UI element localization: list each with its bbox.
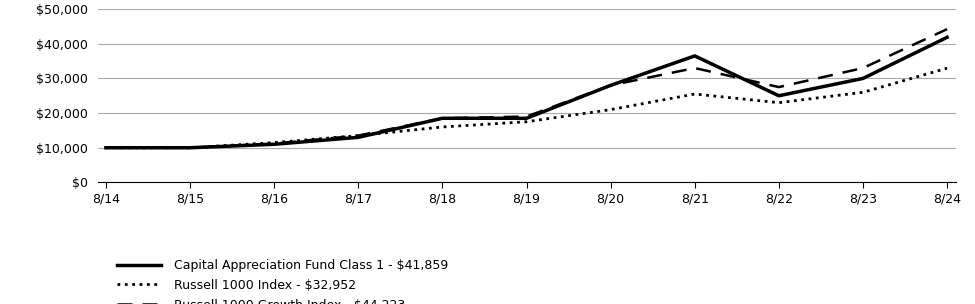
Capital Appreciation Fund Class 1 - $41,859 <box>604 84 616 87</box>
Capital Appreciation Fund Class 1 - $41,859 <box>941 36 953 39</box>
Russell 1000 Index - $32,952 <box>857 91 869 94</box>
Line: Russell 1000 Growth Index - $44,223: Russell 1000 Growth Index - $44,223 <box>106 29 947 148</box>
Russell 1000 Growth Index - $44,223 <box>604 84 616 87</box>
Russell 1000 Growth Index - $44,223 <box>352 134 364 137</box>
Line: Russell 1000 Index - $32,952: Russell 1000 Index - $32,952 <box>106 68 947 148</box>
Capital Appreciation Fund Class 1 - $41,859 <box>268 143 280 146</box>
Capital Appreciation Fund Class 1 - $41,859 <box>689 54 701 58</box>
Russell 1000 Index - $32,952 <box>100 146 112 150</box>
Russell 1000 Growth Index - $44,223 <box>941 27 953 31</box>
Russell 1000 Growth Index - $44,223 <box>521 115 532 118</box>
Russell 1000 Index - $32,952 <box>184 146 196 150</box>
Legend: Capital Appreciation Fund Class 1 - $41,859, Russell 1000 Index - $32,952, Russe: Capital Appreciation Fund Class 1 - $41,… <box>112 254 452 304</box>
Russell 1000 Index - $32,952 <box>604 108 616 112</box>
Line: Capital Appreciation Fund Class 1 - $41,859: Capital Appreciation Fund Class 1 - $41,… <box>106 37 947 148</box>
Capital Appreciation Fund Class 1 - $41,859 <box>857 77 869 80</box>
Russell 1000 Index - $32,952 <box>268 141 280 144</box>
Russell 1000 Index - $32,952 <box>437 125 448 129</box>
Capital Appreciation Fund Class 1 - $41,859 <box>437 116 448 120</box>
Russell 1000 Growth Index - $44,223 <box>100 146 112 150</box>
Russell 1000 Growth Index - $44,223 <box>773 85 785 89</box>
Russell 1000 Growth Index - $44,223 <box>857 66 869 70</box>
Capital Appreciation Fund Class 1 - $41,859 <box>352 136 364 139</box>
Russell 1000 Index - $32,952 <box>521 120 532 124</box>
Russell 1000 Index - $32,952 <box>941 66 953 70</box>
Russell 1000 Index - $32,952 <box>352 134 364 137</box>
Russell 1000 Index - $32,952 <box>773 101 785 105</box>
Russell 1000 Index - $32,952 <box>689 92 701 96</box>
Capital Appreciation Fund Class 1 - $41,859 <box>100 146 112 150</box>
Russell 1000 Growth Index - $44,223 <box>268 142 280 145</box>
Russell 1000 Growth Index - $44,223 <box>689 66 701 70</box>
Capital Appreciation Fund Class 1 - $41,859 <box>184 146 196 150</box>
Capital Appreciation Fund Class 1 - $41,859 <box>773 94 785 98</box>
Russell 1000 Growth Index - $44,223 <box>437 116 448 120</box>
Capital Appreciation Fund Class 1 - $41,859 <box>521 116 532 120</box>
Russell 1000 Growth Index - $44,223 <box>184 146 196 150</box>
